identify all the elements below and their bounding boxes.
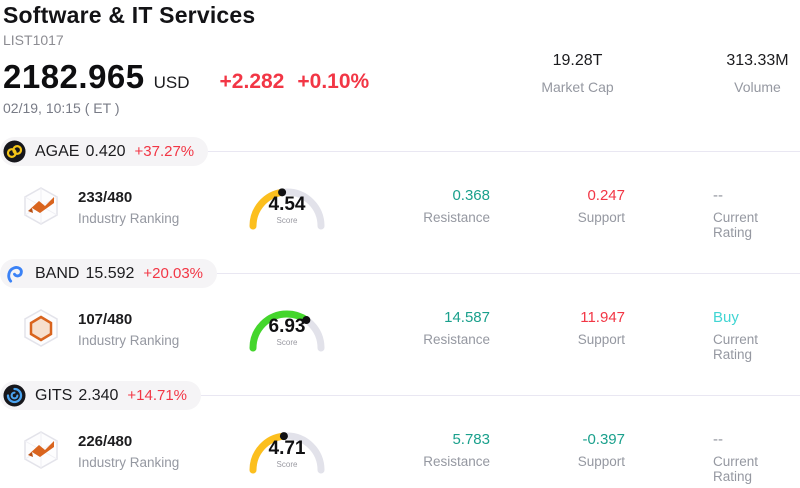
industry-ranking-icon — [24, 431, 58, 469]
price-change-pct: +0.10% — [297, 70, 370, 93]
current-rating-value: Buy — [713, 309, 739, 326]
row-divider — [208, 151, 800, 152]
score-value: 4.71 — [268, 438, 306, 459]
current-rating-label: Current Rating — [713, 332, 759, 362]
score-gauge: 4.71 Score — [245, 424, 329, 476]
sector-header: Software & IT Services LIST1017 2182.965… — [0, 0, 800, 116]
support-value: 0.247 — [587, 187, 625, 204]
current-rating-value: -- — [713, 187, 723, 204]
support-label: Support — [577, 210, 625, 225]
gits-coin-icon — [3, 384, 26, 407]
currency-label: USD — [153, 73, 190, 92]
pill-row: BAND 15.592 +20.03% — [0, 259, 800, 288]
support-label: Support — [577, 332, 625, 347]
ranking-value: 226/480 — [78, 433, 133, 450]
current-rating-cell: -- Current Rating — [713, 187, 800, 240]
pill-row: GITS 2.340 +14.71% — [0, 381, 800, 410]
score-gauge-arc — [249, 310, 325, 352]
resistance-label: Resistance — [423, 210, 490, 225]
ranking-label: Industry Ranking — [78, 211, 180, 226]
industry-ranking: 107/480 Industry Ranking — [78, 311, 179, 348]
row-content: 233/480 Industry Ranking 4.54 Score 0.36… — [0, 181, 800, 259]
current-rating-label: Current Rating — [713, 454, 759, 484]
resistance-label: Resistance — [423, 332, 490, 347]
volume-stat: 313.33M Volume — [695, 52, 800, 95]
sector-price: 2182.965 — [3, 58, 145, 95]
support-value: 11.947 — [580, 309, 625, 326]
symbol-price: 15.592 — [85, 264, 135, 282]
resistance-cell: 14.587 Resistance — [370, 309, 490, 347]
volume-label: Volume — [734, 79, 781, 95]
pill-row: AGAE 0.420 +37.27% — [0, 137, 800, 166]
industry-ranking: 226/480 Industry Ranking — [78, 433, 179, 470]
symbol-change: +20.03% — [143, 265, 204, 282]
price-change: +2.282 +0.10% — [220, 70, 370, 94]
band-coin-icon — [7, 266, 23, 283]
constituent-row-band: BAND 15.592 +20.03% 107/480 Industry Ran… — [0, 259, 800, 381]
sector-code: LIST1017 — [3, 32, 64, 48]
support-cell: 11.947 Support — [505, 309, 625, 347]
resistance-value: 14.587 — [444, 309, 490, 326]
market-cap-value: 19.28T — [552, 52, 603, 69]
score-label: Score — [276, 216, 298, 225]
ranking-value: 107/480 — [78, 311, 133, 328]
symbol-change: +37.27% — [134, 143, 195, 160]
agae-coin-icon — [3, 140, 26, 163]
symbol-pill-gits[interactable]: GITS 2.340 +14.71% — [0, 381, 202, 410]
resistance-value: 5.783 — [452, 431, 490, 448]
score-label: Score — [276, 338, 298, 347]
score-value: 4.54 — [268, 194, 306, 215]
score-gauge: 6.93 Score — [245, 302, 329, 354]
industry-ranking-icon — [24, 309, 58, 347]
symbol-pill-agae[interactable]: AGAE 0.420 +37.27% — [0, 137, 209, 166]
current-rating-cell: Buy Current Rating — [713, 309, 800, 362]
resistance-label: Resistance — [423, 454, 490, 469]
constituent-row-gits: GITS 2.340 +14.71% 226/480 Industry Rank… — [0, 381, 800, 488]
constituent-list: AGAE 0.420 +37.27% 233/480 Industry Rank… — [0, 137, 800, 488]
symbol-label: BAND — [35, 264, 80, 282]
market-cap-stat: 19.28T Market Cap — [505, 52, 650, 95]
row-divider — [201, 395, 800, 396]
current-rating-cell: -- Current Rating — [713, 431, 800, 484]
industry-ranking: 233/480 Industry Ranking — [78, 189, 179, 226]
quote-timestamp: 02/19, 10:15 ( ET ) — [3, 100, 120, 116]
score-gauge-arc — [249, 188, 325, 230]
score-label: Score — [276, 460, 298, 469]
support-value: -0.397 — [582, 431, 625, 448]
volume-value: 313.33M — [726, 52, 789, 69]
ranking-label: Industry Ranking — [78, 333, 180, 348]
symbol-pill-band[interactable]: BAND 15.592 +20.03% — [0, 259, 218, 288]
price-line: 2182.965 USD +2.282 +0.10% — [3, 58, 800, 96]
support-cell: 0.247 Support — [505, 187, 625, 225]
symbol-change: +14.71% — [127, 387, 188, 404]
resistance-cell: 5.783 Resistance — [370, 431, 490, 469]
current-rating-value: -- — [713, 431, 723, 448]
row-divider — [217, 273, 800, 274]
price-change-abs: +2.282 — [219, 70, 285, 93]
symbol-label: AGAE — [35, 142, 80, 160]
current-rating-label: Current Rating — [713, 210, 759, 240]
support-label: Support — [577, 454, 625, 469]
score-gauge-arc — [249, 432, 325, 474]
row-content: 107/480 Industry Ranking 6.93 Score 14.5… — [0, 303, 800, 381]
market-cap-label: Market Cap — [541, 79, 614, 95]
industry-ranking-icon — [24, 187, 58, 225]
resistance-cell: 0.368 Resistance — [370, 187, 490, 225]
support-cell: -0.397 Support — [505, 431, 625, 469]
ranking-label: Industry Ranking — [78, 455, 180, 470]
symbol-price: 0.420 — [85, 142, 126, 160]
constituent-row-agae: AGAE 0.420 +37.27% 233/480 Industry Rank… — [0, 137, 800, 259]
symbol-price: 2.340 — [78, 386, 119, 404]
row-content: 226/480 Industry Ranking 4.71 Score 5.78… — [0, 425, 800, 488]
page-title: Software & IT Services — [3, 2, 256, 28]
score-value: 6.93 — [268, 316, 306, 337]
score-gauge: 4.54 Score — [245, 180, 329, 232]
ranking-value: 233/480 — [78, 189, 133, 206]
symbol-label: GITS — [35, 386, 73, 404]
resistance-value: 0.368 — [452, 187, 490, 204]
